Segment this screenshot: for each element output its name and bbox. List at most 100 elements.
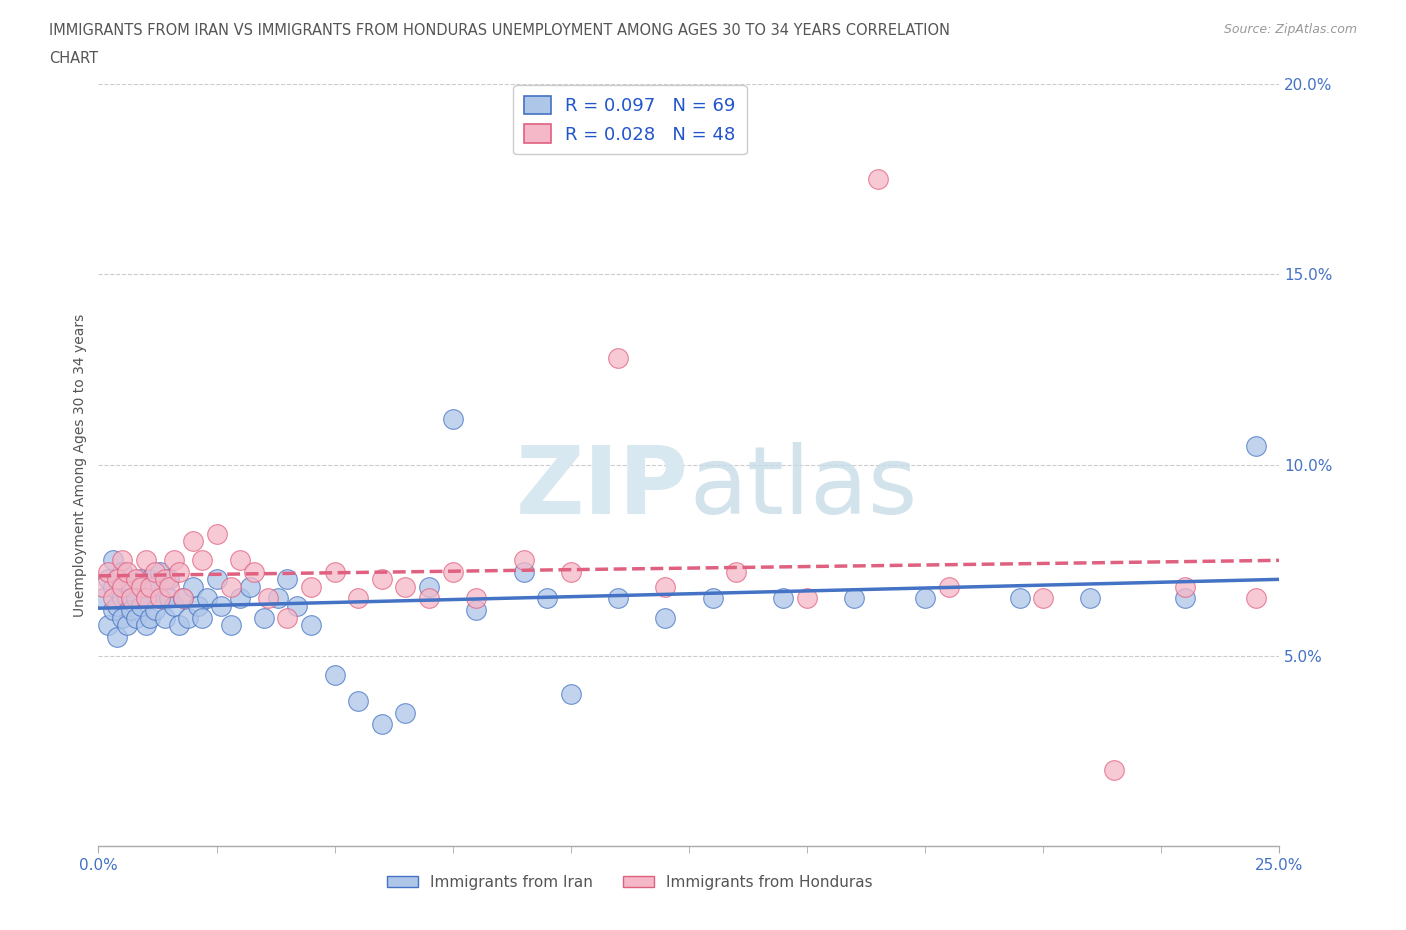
- Point: [143, 603, 166, 618]
- Point: [129, 579, 152, 594]
- Point: [153, 572, 176, 587]
- Point: [97, 572, 120, 587]
- Point: [1244, 439, 1267, 454]
- Point: [441, 565, 464, 579]
- Point: [115, 618, 138, 632]
- Point: [285, 599, 308, 614]
- Text: CHART: CHART: [49, 51, 98, 66]
- Point: [125, 610, 148, 625]
- Point: [91, 579, 114, 594]
- Point: [560, 686, 582, 701]
- Point: [394, 706, 416, 721]
- Point: [121, 579, 143, 594]
- Point: [115, 591, 138, 606]
- Point: [465, 591, 488, 606]
- Point: [101, 591, 124, 606]
- Point: [167, 618, 190, 632]
- Point: [129, 599, 152, 614]
- Point: [1174, 579, 1197, 594]
- Point: [101, 579, 124, 594]
- Point: [101, 603, 124, 618]
- Point: [253, 610, 276, 625]
- Point: [914, 591, 936, 606]
- Point: [725, 565, 748, 579]
- Point: [111, 610, 134, 625]
- Point: [1008, 591, 1031, 606]
- Point: [441, 412, 464, 427]
- Point: [323, 565, 346, 579]
- Point: [111, 565, 134, 579]
- Point: [172, 591, 194, 606]
- Point: [938, 579, 960, 594]
- Point: [157, 579, 180, 594]
- Point: [209, 599, 232, 614]
- Point: [465, 603, 488, 618]
- Point: [129, 572, 152, 587]
- Point: [796, 591, 818, 606]
- Point: [105, 630, 128, 644]
- Point: [229, 553, 252, 568]
- Point: [143, 565, 166, 579]
- Point: [181, 579, 204, 594]
- Point: [229, 591, 252, 606]
- Point: [135, 591, 157, 606]
- Text: atlas: atlas: [689, 442, 917, 534]
- Point: [135, 618, 157, 632]
- Point: [111, 591, 134, 606]
- Point: [418, 591, 440, 606]
- Point: [323, 668, 346, 683]
- Point: [267, 591, 290, 606]
- Point: [149, 591, 172, 606]
- Point: [607, 351, 630, 365]
- Point: [105, 572, 128, 587]
- Point: [347, 694, 370, 709]
- Point: [299, 579, 322, 594]
- Point: [772, 591, 794, 606]
- Point: [177, 610, 200, 625]
- Point: [219, 618, 242, 632]
- Point: [157, 572, 180, 587]
- Point: [257, 591, 280, 606]
- Text: ZIP: ZIP: [516, 442, 689, 534]
- Point: [139, 610, 162, 625]
- Point: [243, 565, 266, 579]
- Legend: Immigrants from Iran, Immigrants from Honduras: Immigrants from Iran, Immigrants from Ho…: [381, 869, 879, 896]
- Point: [191, 610, 214, 625]
- Point: [239, 579, 262, 594]
- Point: [1174, 591, 1197, 606]
- Point: [1080, 591, 1102, 606]
- Point: [560, 565, 582, 579]
- Point: [105, 572, 128, 587]
- Point: [195, 591, 218, 606]
- Point: [111, 579, 134, 594]
- Point: [125, 572, 148, 587]
- Point: [139, 572, 162, 587]
- Point: [91, 591, 114, 606]
- Point: [844, 591, 866, 606]
- Point: [143, 579, 166, 594]
- Point: [219, 579, 242, 594]
- Point: [97, 565, 120, 579]
- Point: [121, 603, 143, 618]
- Point: [205, 526, 228, 541]
- Point: [205, 572, 228, 587]
- Point: [512, 553, 534, 568]
- Point: [172, 591, 194, 606]
- Point: [121, 591, 143, 606]
- Point: [97, 618, 120, 632]
- Text: Source: ZipAtlas.com: Source: ZipAtlas.com: [1223, 23, 1357, 36]
- Point: [866, 172, 889, 187]
- Point: [101, 553, 124, 568]
- Point: [163, 599, 186, 614]
- Point: [512, 565, 534, 579]
- Point: [153, 610, 176, 625]
- Y-axis label: Unemployment Among Ages 30 to 34 years: Unemployment Among Ages 30 to 34 years: [73, 313, 87, 617]
- Point: [371, 572, 394, 587]
- Text: IMMIGRANTS FROM IRAN VS IMMIGRANTS FROM HONDURAS UNEMPLOYMENT AMONG AGES 30 TO 3: IMMIGRANTS FROM IRAN VS IMMIGRANTS FROM …: [49, 23, 950, 38]
- Point: [702, 591, 724, 606]
- Point: [1102, 763, 1125, 777]
- Point: [1032, 591, 1054, 606]
- Point: [167, 565, 190, 579]
- Point: [163, 553, 186, 568]
- Point: [536, 591, 558, 606]
